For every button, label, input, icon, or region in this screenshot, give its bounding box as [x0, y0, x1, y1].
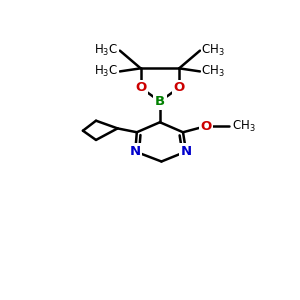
- Text: N: N: [130, 145, 141, 158]
- Text: N: N: [181, 145, 192, 158]
- Text: O: O: [200, 120, 212, 133]
- Text: $\mathregular{CH_3}$: $\mathregular{CH_3}$: [202, 43, 225, 58]
- Text: $\mathregular{CH_3}$: $\mathregular{CH_3}$: [202, 64, 225, 79]
- Text: B: B: [155, 95, 165, 108]
- Text: $\mathregular{H_3C}$: $\mathregular{H_3C}$: [94, 64, 118, 79]
- Text: $\mathregular{H_3C}$: $\mathregular{H_3C}$: [94, 43, 118, 58]
- Text: O: O: [173, 81, 185, 94]
- Text: O: O: [135, 81, 146, 94]
- Text: $\mathregular{CH_3}$: $\mathregular{CH_3}$: [232, 118, 255, 134]
